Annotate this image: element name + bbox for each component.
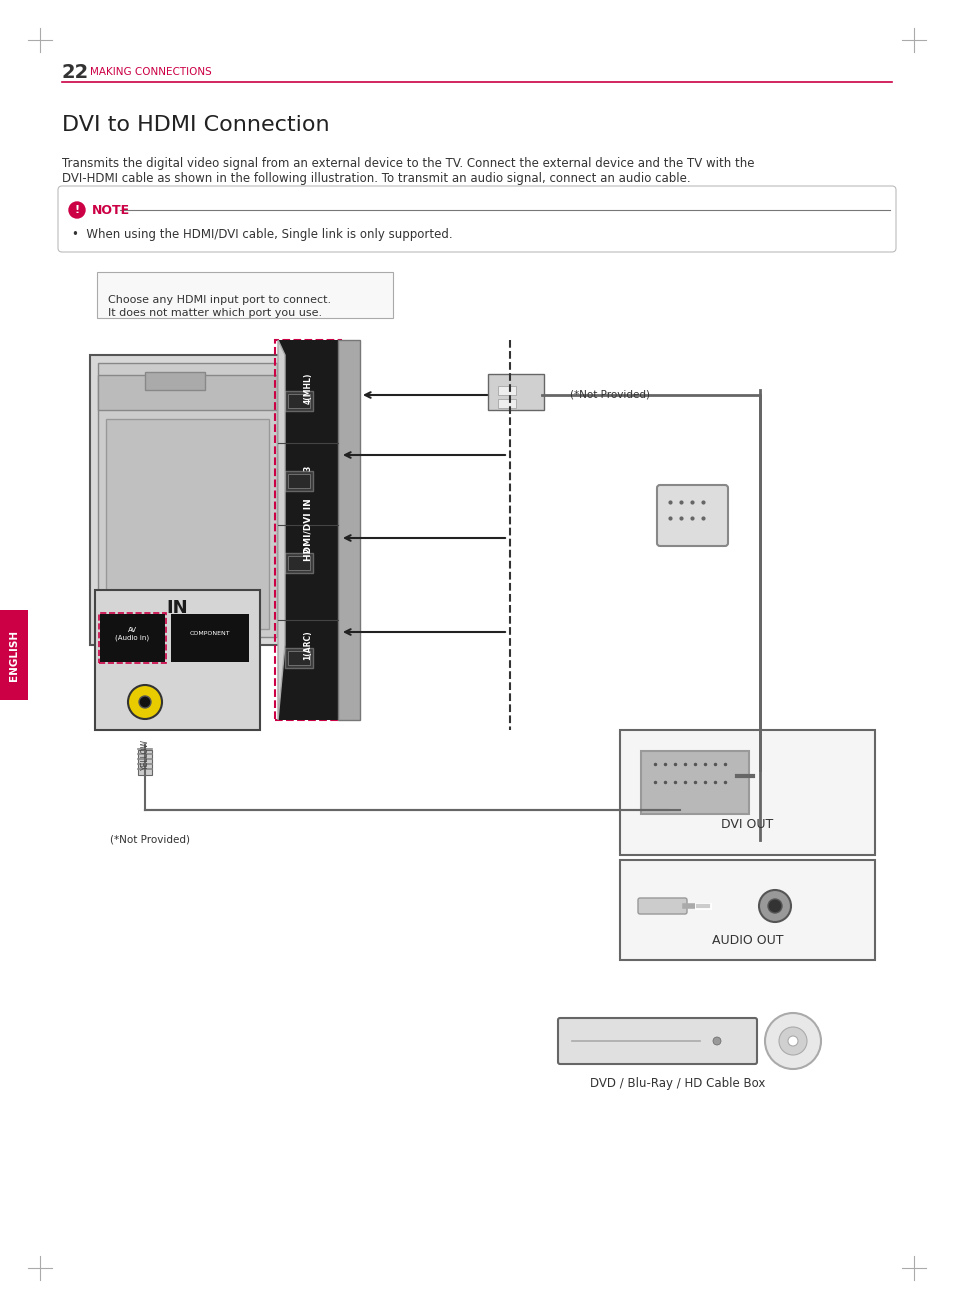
- Text: MAKING CONNECTIONS: MAKING CONNECTIONS: [90, 67, 212, 77]
- Bar: [138, 749, 152, 776]
- Circle shape: [139, 696, 151, 708]
- Bar: [288, 556, 310, 570]
- FancyBboxPatch shape: [558, 1018, 757, 1063]
- Bar: [95, 590, 260, 730]
- Text: 4(MHL): 4(MHL): [303, 373, 313, 404]
- Bar: [0, 610, 28, 700]
- Text: 2: 2: [303, 547, 313, 552]
- Text: •  When using the HDMI/DVI cable, Single link is only supported.: • When using the HDMI/DVI cable, Single …: [71, 228, 452, 241]
- Text: !: !: [74, 205, 79, 215]
- Text: 22: 22: [62, 63, 90, 81]
- FancyBboxPatch shape: [657, 485, 727, 545]
- Circle shape: [712, 1037, 720, 1045]
- Bar: [277, 340, 337, 719]
- Text: It does not matter which port you use.: It does not matter which port you use.: [108, 307, 322, 318]
- Circle shape: [764, 1012, 821, 1069]
- Text: NOTE: NOTE: [91, 204, 130, 217]
- Circle shape: [759, 889, 790, 922]
- Text: (*Not Provided): (*Not Provided): [110, 835, 190, 845]
- FancyBboxPatch shape: [640, 751, 748, 814]
- Text: AUDIO OUT: AUDIO OUT: [711, 934, 782, 947]
- Text: DVI to HDMI Connection: DVI to HDMI Connection: [62, 115, 330, 135]
- Bar: [288, 473, 310, 488]
- Bar: [98, 364, 276, 637]
- Bar: [285, 471, 313, 490]
- Text: Choose any HDMI input port to connect.: Choose any HDMI input port to connect.: [108, 296, 331, 305]
- Circle shape: [767, 899, 781, 913]
- FancyBboxPatch shape: [58, 186, 895, 252]
- Text: 3: 3: [303, 466, 313, 471]
- Bar: [274, 340, 340, 719]
- Bar: [288, 394, 310, 408]
- Bar: [285, 391, 313, 411]
- Bar: [145, 371, 205, 390]
- FancyBboxPatch shape: [97, 272, 393, 318]
- Bar: [171, 613, 249, 662]
- Circle shape: [69, 201, 85, 218]
- Text: ENGLISH: ENGLISH: [9, 629, 19, 680]
- Bar: [285, 647, 313, 668]
- Text: (*Not Provided): (*Not Provided): [569, 390, 649, 400]
- Text: IN: IN: [167, 599, 188, 617]
- Bar: [288, 651, 310, 664]
- Circle shape: [787, 1036, 797, 1046]
- Bar: [337, 340, 359, 719]
- Bar: [497, 399, 516, 408]
- Text: DVD / Blu-Ray / HD Cable Box: DVD / Blu-Ray / HD Cable Box: [589, 1078, 764, 1091]
- Text: COMPONENT: COMPONENT: [190, 632, 230, 637]
- Bar: [619, 730, 874, 855]
- Text: DVI-HDMI cable as shown in the following illustration. To transmit an audio sign: DVI-HDMI cable as shown in the following…: [62, 171, 690, 184]
- Circle shape: [128, 685, 162, 719]
- Bar: [100, 613, 165, 662]
- Bar: [99, 613, 166, 663]
- Text: DVI OUT: DVI OUT: [720, 819, 773, 832]
- Bar: [497, 386, 516, 395]
- FancyBboxPatch shape: [488, 374, 543, 409]
- Bar: [106, 419, 269, 629]
- Circle shape: [779, 1027, 806, 1056]
- Text: HDMI/DVI IN: HDMI/DVI IN: [303, 498, 313, 561]
- Bar: [619, 859, 874, 960]
- Bar: [285, 553, 313, 573]
- Text: 1(ARC): 1(ARC): [303, 630, 313, 659]
- Text: Transmits the digital video signal from an external device to the TV. Connect th: Transmits the digital video signal from …: [62, 157, 754, 170]
- Polygon shape: [277, 340, 285, 719]
- Text: AV
(Audio in): AV (Audio in): [114, 628, 149, 641]
- Bar: [90, 354, 285, 645]
- Text: YELLOW: YELLOW: [140, 739, 150, 770]
- Bar: [98, 375, 276, 409]
- FancyBboxPatch shape: [638, 899, 686, 914]
